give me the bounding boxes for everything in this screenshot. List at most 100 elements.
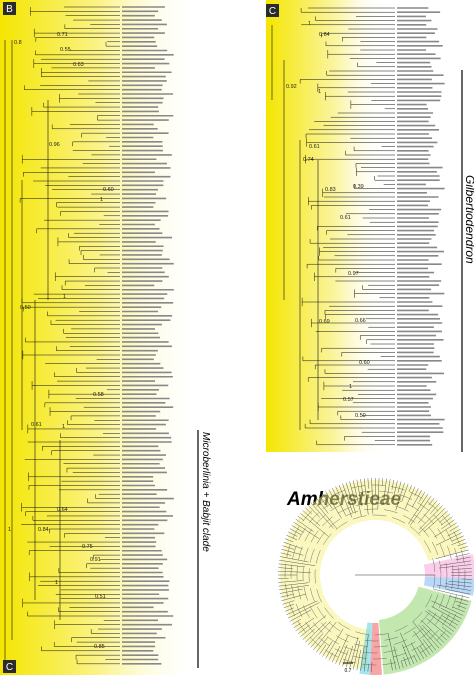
branch: [428, 498, 435, 506]
support-value: 0.8: [14, 40, 22, 46]
branch: [352, 640, 361, 670]
support-value: 0.61: [309, 144, 320, 150]
branch: [395, 482, 405, 511]
branch: [446, 589, 471, 595]
support-value: 0.71: [57, 32, 68, 38]
support-value: 0.60: [103, 187, 114, 193]
support-value: 1: [349, 384, 352, 390]
support-value: 0.75: [82, 544, 93, 550]
branch: [286, 535, 298, 541]
branch: [310, 502, 334, 529]
branch: [360, 646, 365, 671]
inset-tree: [278, 477, 474, 675]
branch: [302, 502, 448, 648]
branch: [418, 507, 446, 534]
branch: [413, 631, 431, 655]
branch: [290, 490, 460, 660]
branch: [316, 637, 328, 653]
branch: [279, 585, 309, 591]
support-value: 0.60: [359, 360, 370, 366]
support-value: 0.39: [353, 184, 364, 190]
branch: [426, 618, 450, 638]
branch: [278, 582, 309, 587]
branch: [377, 478, 380, 509]
branch: [284, 538, 294, 543]
clade-label: Microberlinia + Babjit clade: [200, 432, 211, 552]
branch: [408, 485, 412, 492]
support-value: 1: [318, 89, 321, 95]
branch: [403, 656, 408, 667]
branch: [449, 525, 459, 532]
branch: [422, 624, 442, 646]
branch: [452, 535, 464, 542]
branch: [440, 608, 462, 619]
branch: [448, 580, 472, 584]
branch: [279, 559, 316, 566]
branch: [451, 539, 466, 545]
branch: [325, 628, 344, 659]
branch: [381, 478, 383, 486]
branch: [451, 571, 472, 573]
branch: [319, 644, 327, 655]
clade-label: Gilbertiodendron: [463, 175, 474, 264]
branch: [418, 624, 440, 649]
support-value: 0.84: [38, 527, 49, 533]
branch: [322, 493, 333, 509]
support-value: 0.85: [94, 644, 105, 650]
branch: [363, 634, 369, 672]
branch: [425, 610, 454, 632]
branch: [441, 626, 452, 635]
branch: [291, 619, 301, 625]
branch: [412, 621, 437, 651]
branch: [423, 510, 448, 533]
branch: [289, 528, 302, 535]
branch: [342, 649, 349, 667]
support-value: 0.66: [355, 318, 366, 324]
branch: [417, 647, 424, 659]
branch: [279, 556, 309, 563]
branch: [427, 609, 457, 629]
branch: [278, 571, 311, 573]
panel-label-box: [3, 660, 16, 673]
branch: [417, 500, 438, 524]
branch: [278, 567, 293, 569]
branch: [412, 489, 422, 508]
clade-wedge: [369, 622, 382, 675]
branch: [440, 634, 447, 641]
branch: [352, 480, 362, 517]
branch: [288, 531, 298, 537]
branch: [308, 508, 442, 642]
panel-label-box: [3, 2, 16, 15]
branch: [441, 519, 455, 530]
clade-wedge: [280, 480, 467, 670]
clade-wedge: [359, 622, 373, 675]
support-value: 0.51: [95, 594, 106, 600]
support-value: 0.96: [49, 142, 60, 148]
support-value: 1: [62, 424, 65, 430]
branch: [431, 606, 460, 623]
branch: [328, 489, 333, 497]
branch: [400, 632, 415, 664]
branch: [397, 481, 402, 493]
branch: [410, 495, 432, 526]
branch: [331, 646, 341, 663]
branch: [440, 560, 471, 566]
support-value: 0.83: [325, 187, 336, 193]
branch: [367, 663, 369, 672]
branch: [356, 649, 361, 671]
branch: [371, 478, 374, 514]
branch: [313, 499, 337, 529]
branch: [410, 642, 421, 661]
branch: [356, 479, 363, 507]
branch: [360, 479, 364, 496]
branch: [313, 621, 337, 651]
support-value: 0.69: [319, 319, 330, 325]
branch: [278, 580, 303, 583]
branch: [390, 659, 393, 671]
branch: [401, 483, 409, 502]
clade-wedge: [378, 586, 472, 675]
branch: [449, 595, 469, 602]
branch: [455, 600, 468, 606]
branch: [316, 497, 329, 514]
branch: [419, 645, 428, 658]
